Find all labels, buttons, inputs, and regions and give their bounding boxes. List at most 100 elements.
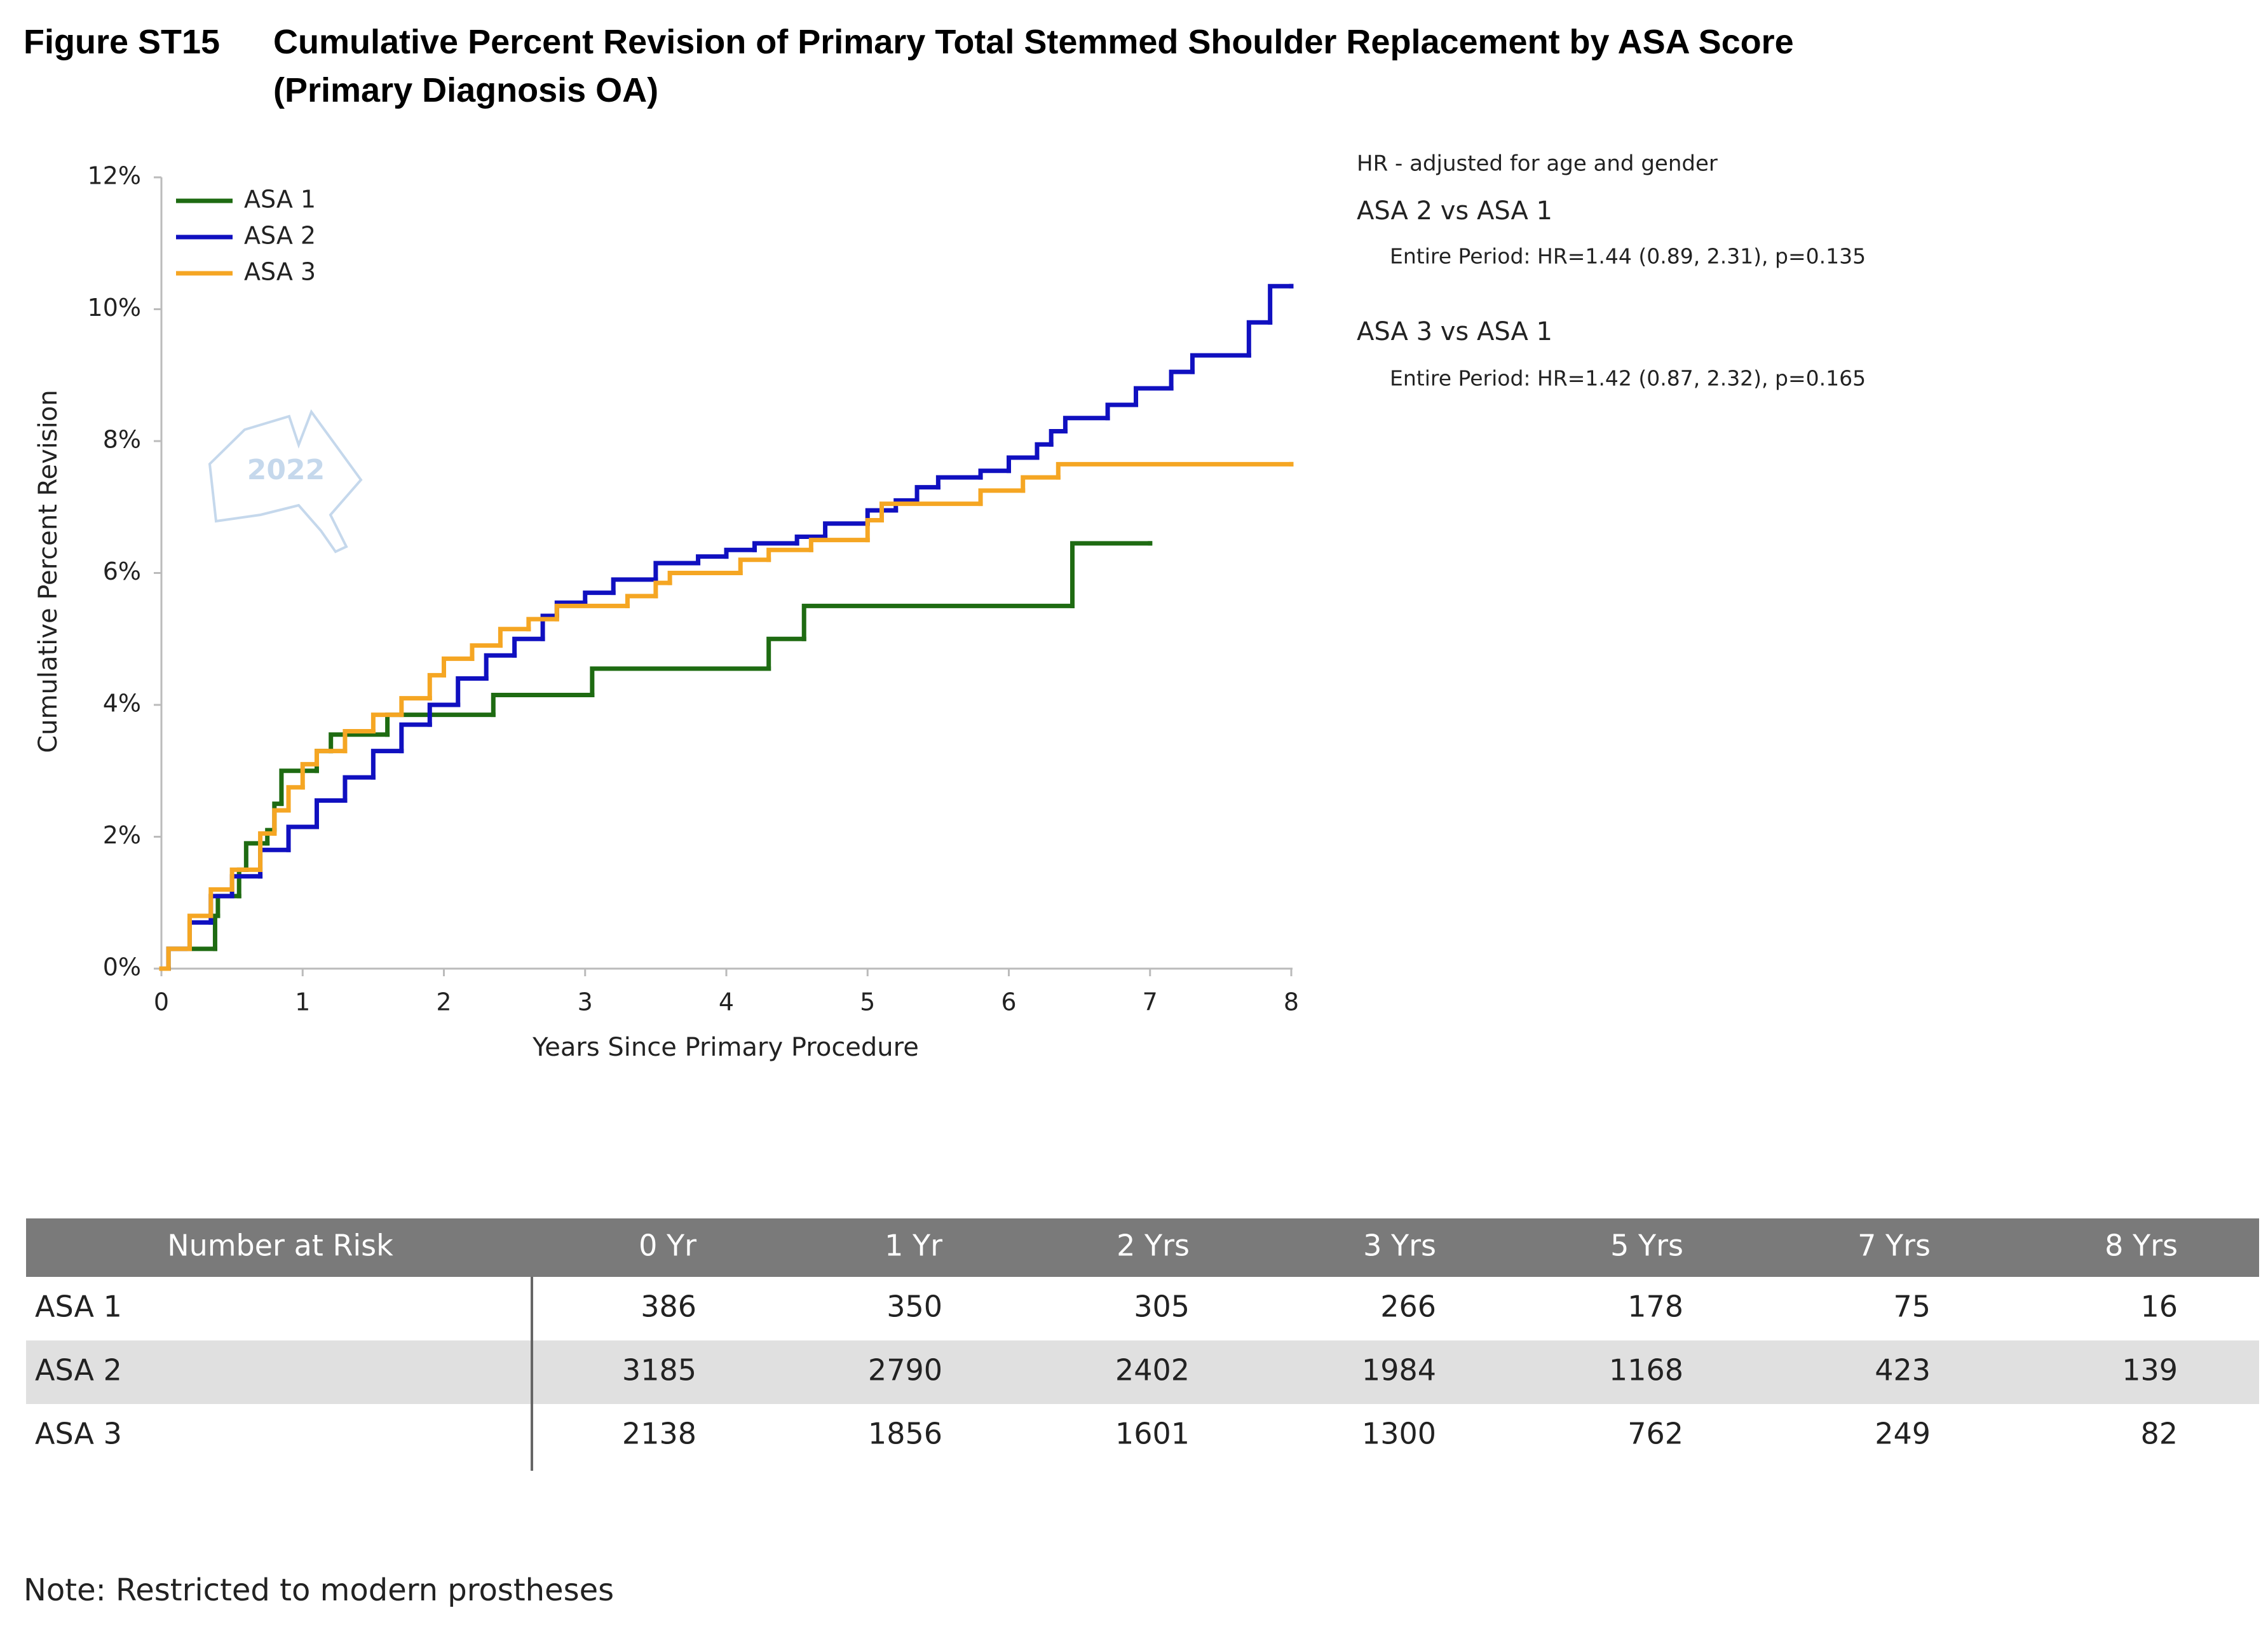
- y-axis-title: Cumulative Percent Revision: [34, 390, 63, 753]
- series-line: [893, 498, 920, 513]
- annotation: Entire Period: HR=1.42 (0.87, 2.32), p=0…: [1390, 366, 1866, 391]
- table-header-cell: 2 Yrs: [1117, 1229, 1190, 1263]
- series-line: [258, 847, 291, 879]
- table-cell: ASA 2: [35, 1353, 122, 1387]
- series-line: [484, 653, 517, 681]
- series-line: [801, 603, 1075, 641]
- series-line: [978, 488, 1026, 507]
- table-cell: ASA 3: [35, 1417, 122, 1451]
- x-tick-label: 6: [1001, 988, 1016, 1016]
- series-line: [653, 561, 701, 582]
- series-line: [491, 692, 595, 718]
- series-line: [738, 557, 771, 575]
- x-tick-label: 0: [154, 988, 169, 1016]
- series-line: [399, 722, 432, 754]
- series-line: [265, 828, 277, 846]
- series-line: [590, 666, 771, 697]
- table-cell: 266: [1380, 1290, 1436, 1324]
- series-line: [1268, 283, 1294, 325]
- series-line: [272, 808, 291, 836]
- series-line: [1246, 320, 1273, 358]
- series-line: [625, 594, 658, 608]
- series-line: [554, 603, 630, 622]
- series-line: [442, 656, 475, 678]
- series-line: [343, 775, 376, 803]
- table-cell: 305: [1134, 1290, 1190, 1324]
- series-line: [300, 761, 319, 790]
- y-tick-label: 10%: [88, 294, 141, 322]
- table-cell: 386: [641, 1290, 696, 1324]
- series-line: [1063, 416, 1110, 433]
- series-line: [329, 732, 390, 754]
- table-header-bg: [26, 1218, 2259, 1277]
- series-line: [1190, 353, 1251, 374]
- series-line: [258, 831, 277, 872]
- series-line: [794, 534, 828, 546]
- table-cell: 1300: [1362, 1417, 1436, 1451]
- series-line: [286, 824, 319, 852]
- series-line: [1007, 455, 1040, 474]
- series-line: [1169, 369, 1195, 391]
- series-line: [229, 867, 263, 892]
- series-line: [166, 946, 217, 971]
- table-cell: 350: [886, 1290, 942, 1324]
- table-header-cell: 3 Yrs: [1363, 1229, 1436, 1263]
- series-line: [611, 577, 658, 596]
- table-row-bg: [26, 1340, 2259, 1404]
- series-line: [1021, 475, 1061, 493]
- y-tick-label: 4%: [103, 690, 141, 718]
- series-line: [187, 920, 214, 951]
- table-cell: 2402: [1115, 1353, 1190, 1387]
- y-tick-label: 6%: [103, 557, 141, 585]
- table-cell: 82: [2140, 1417, 2178, 1451]
- series-line: [314, 749, 348, 767]
- series-line: [540, 613, 559, 641]
- series-line: [879, 501, 983, 522]
- x-tick-label: 3: [578, 988, 593, 1016]
- legend-label: ASA 2: [244, 222, 316, 250]
- series-line: [752, 541, 799, 552]
- y-tick-label: 8%: [103, 426, 141, 454]
- series-line: [766, 547, 813, 562]
- annotation: ASA 3 vs ASA 1: [1357, 317, 1552, 346]
- table-cell: 75: [1893, 1290, 1931, 1324]
- series-line: [653, 580, 672, 599]
- series-line: [470, 643, 503, 661]
- series-line: [427, 672, 446, 701]
- y-tick-label: 2%: [103, 821, 141, 849]
- series-line: [399, 696, 432, 718]
- series-line: [370, 712, 404, 733]
- series-line: [724, 547, 757, 559]
- series-line: [243, 841, 270, 872]
- legend-label: ASA 3: [244, 258, 316, 286]
- series-line: [667, 571, 743, 585]
- legend-label: ASA 1: [244, 186, 316, 214]
- series-line: [166, 946, 192, 971]
- x-tick-label: 1: [295, 988, 310, 1016]
- series-line: [456, 676, 489, 707]
- table-header-cell: 0 Yr: [639, 1229, 696, 1263]
- x-tick-label: 7: [1143, 988, 1158, 1016]
- series-line: [498, 627, 531, 648]
- x-tick-label: 5: [860, 988, 875, 1016]
- series-line: [343, 729, 376, 754]
- series-line: [208, 887, 234, 918]
- series-line: [1070, 541, 1153, 608]
- table-cell: 139: [2122, 1353, 2178, 1387]
- series-line: [166, 946, 192, 971]
- table-cell: 1168: [1609, 1353, 1683, 1387]
- x-tick-label: 4: [719, 988, 734, 1016]
- series-line: [1056, 461, 1294, 480]
- series-line: [1049, 428, 1068, 447]
- series-line: [512, 636, 545, 658]
- y-tick-label: 12%: [88, 162, 141, 190]
- series-line: [1035, 442, 1054, 460]
- annotation: Entire Period: HR=1.44 (0.89, 2.31), p=0…: [1390, 244, 1866, 269]
- table-cell: 1601: [1115, 1417, 1190, 1451]
- table-cell: 3185: [622, 1353, 696, 1387]
- table-cell: 178: [1627, 1290, 1683, 1324]
- table-header-cell: 7 Yrs: [1857, 1229, 1931, 1263]
- series-line: [914, 485, 940, 503]
- note: Note: Restricted to modern prostheses: [24, 1572, 614, 1608]
